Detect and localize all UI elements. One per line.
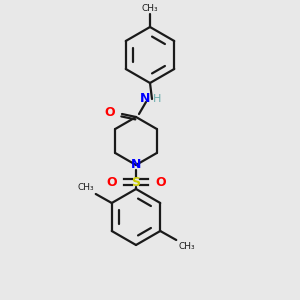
Text: CH₃: CH₃ <box>77 183 94 192</box>
Text: S: S <box>131 176 140 188</box>
Text: N: N <box>131 158 141 172</box>
Text: O: O <box>106 176 117 188</box>
Text: CH₃: CH₃ <box>142 4 158 13</box>
Text: CH₃: CH₃ <box>178 242 195 251</box>
Text: H: H <box>153 94 161 104</box>
Text: O: O <box>155 176 166 188</box>
Text: O: O <box>104 106 115 118</box>
Text: N: N <box>140 92 150 106</box>
